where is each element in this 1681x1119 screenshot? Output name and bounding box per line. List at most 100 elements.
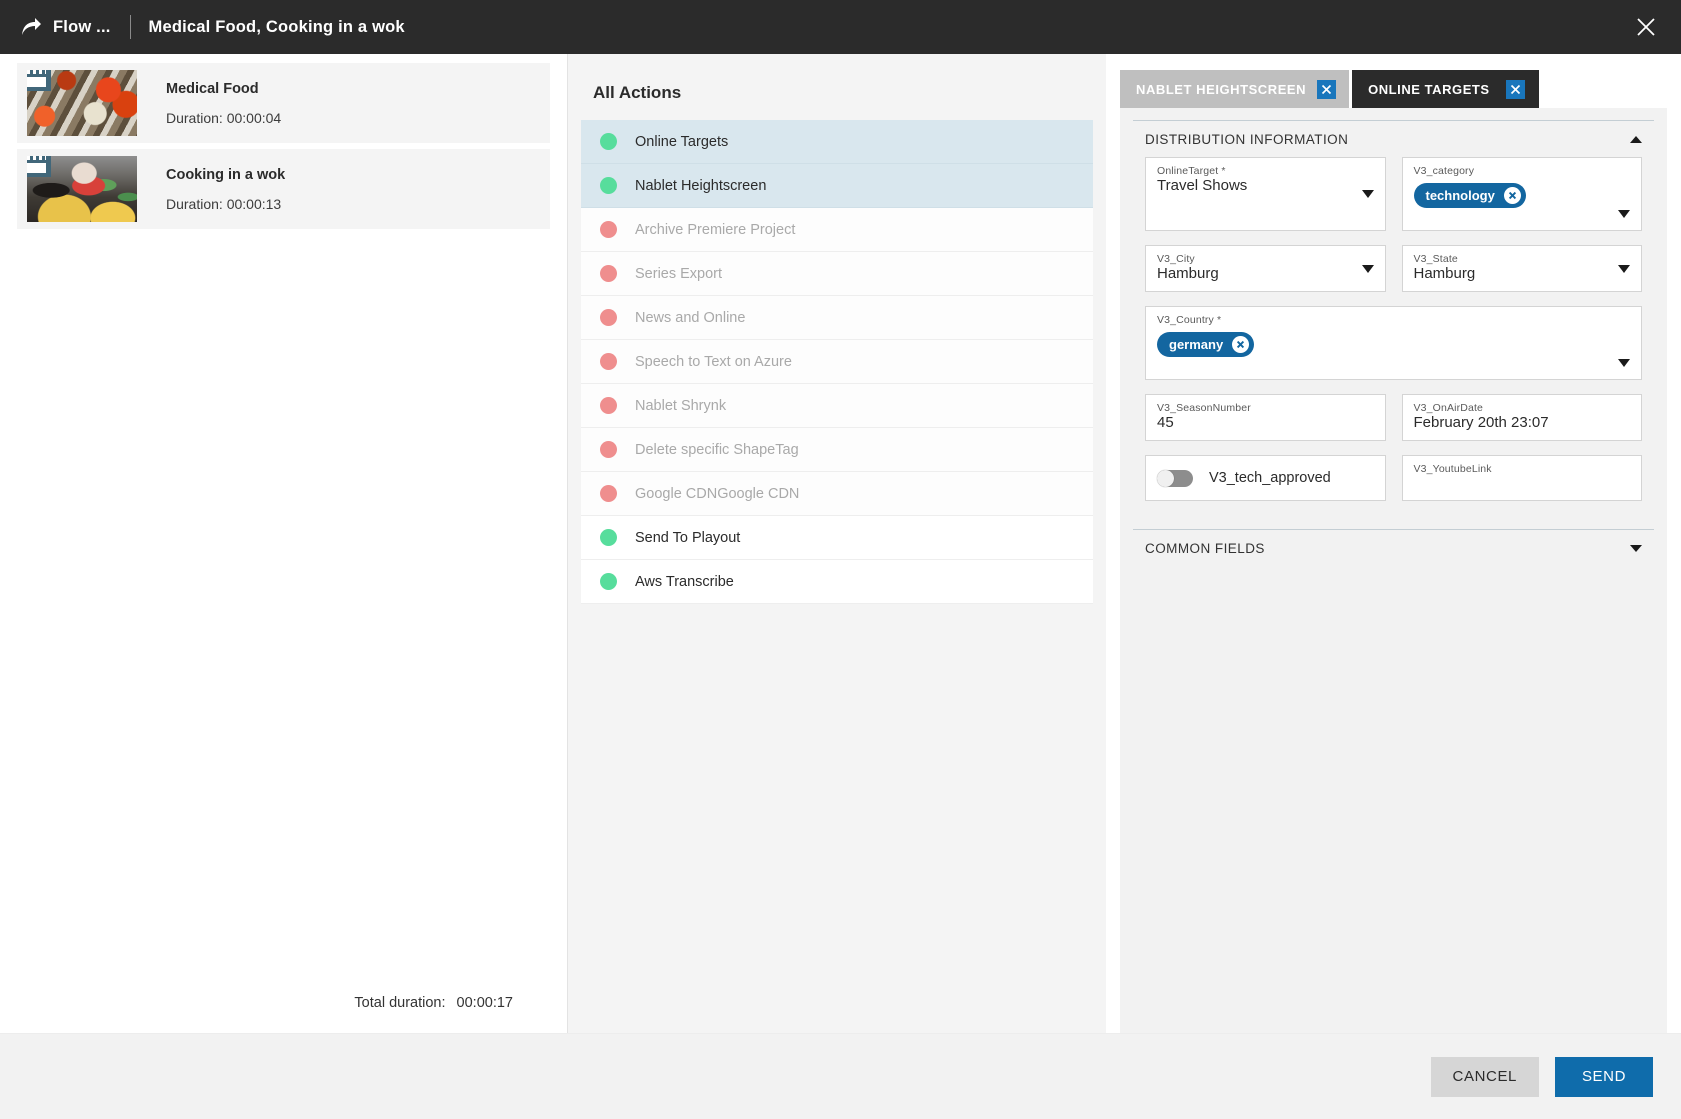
chip-technology[interactable]: technology [1413,183,1526,208]
status-dot-icon [600,573,617,590]
list-item[interactable]: Cooking in a wok Duration: 00:00:13 [17,149,550,229]
field-value: February 20th 23:07 [1413,414,1549,431]
status-dot-icon [600,309,617,326]
toggle-knob [1157,469,1174,487]
distribution-fields: OnlineTarget * Travel Shows V3_category … [1133,156,1654,529]
section-title: DISTRIBUTION INFORMATION [1145,132,1349,147]
action-label: Archive Premiere Project [635,221,796,238]
status-dot-icon [600,485,617,502]
chevron-down-icon[interactable] [1361,264,1374,273]
list-item[interactable]: Medical Food Duration: 00:00:04 [17,63,550,143]
action-label: News and Online [635,309,746,326]
action-row-series-export[interactable]: Series Export [581,252,1093,296]
form-panel: NABLET HEIGHTSCREEN ONLINE TARGETS [1106,54,1681,1033]
section-title: COMMON FIELDS [1145,541,1265,556]
action-row-online-targets[interactable]: Online Targets [581,120,1093,164]
section-common-fields[interactable]: COMMON FIELDS [1133,529,1654,565]
chip-germany[interactable]: germany [1157,332,1255,357]
action-row-news-and-online[interactable]: News and Online [581,296,1093,340]
dialog-footer: CANCEL SEND [0,1033,1681,1119]
total-duration-value: 00:00:17 [456,995,513,1011]
send-button[interactable]: SEND [1555,1056,1653,1097]
form-content: DISTRIBUTION INFORMATION OnlineTarget * … [1120,108,1667,1033]
online-target-select[interactable]: OnlineTarget * Travel Shows [1145,157,1386,231]
action-row-aws-transcribe[interactable]: Aws Transcribe [581,560,1093,604]
actions-panel: All Actions Online Targets Nablet Height… [568,54,1106,1033]
field-label: V3_category [1413,165,1475,177]
media-title: Cooking in a wok [166,166,286,183]
action-label: Send To Playout [635,529,741,546]
chevron-down-icon[interactable] [1618,359,1630,367]
chip-label: germany [1169,337,1224,352]
close-icon[interactable] [1317,79,1337,99]
dialog-body: Medical Food Duration: 00:00:04 Cooking … [0,54,1681,1033]
tab-label: NABLET HEIGHTSCREEN [1136,81,1307,97]
chevron-up-icon[interactable] [1630,136,1642,143]
flow-label[interactable]: Flow ... [53,17,111,36]
cancel-button[interactable]: CANCEL [1430,1056,1539,1097]
v3-seasonnumber-field[interactable]: V3_SeasonNumber 45 [1145,394,1386,441]
tab-online-targets[interactable]: ONLINE TARGETS [1352,70,1539,108]
action-row-send-to-playout[interactable]: Send To Playout [581,516,1093,560]
toggle-label: V3_tech_approved [1209,470,1331,486]
status-dot-icon [600,353,617,370]
close-icon[interactable] [1505,79,1525,99]
action-row-delete-specific-shapetag[interactable]: Delete specific ShapeTag [581,428,1093,472]
title-bar: Flow ... Medical Food, Cooking in a wok [0,0,1681,54]
field-label: V3_City [1157,253,1195,265]
status-dot-icon [600,441,617,458]
field-label: V3_YoutubeLink [1413,463,1492,475]
total-duration: Total duration: 00:00:17 [0,995,567,1011]
action-row-nablet-heightscreen[interactable]: Nablet Heightscreen [581,164,1093,208]
media-meta: Medical Food Duration: 00:00:04 [166,81,281,126]
thumbnail-wrapper [27,156,137,222]
section-distribution-information[interactable]: DISTRIBUTION INFORMATION [1133,120,1654,156]
clapperboard-icon [27,70,51,91]
field-value: Hamburg [1413,265,1476,282]
chevron-down-icon[interactable] [1630,545,1642,552]
v3-category-select[interactable]: V3_category technology [1401,157,1642,231]
field-label: V3_OnAirDate [1413,402,1484,414]
action-label: Speech to Text on Azure [635,353,792,370]
page-title: Medical Food, Cooking in a wok [148,17,405,36]
field-row: OnlineTarget * Travel Shows V3_category … [1145,157,1642,231]
field-row: V3_City Hamburg V3_State Hamburg [1145,245,1642,292]
chevron-down-icon[interactable] [1618,210,1630,218]
action-row-google-cdn[interactable]: Google CDNGoogle CDN [581,472,1093,516]
v3-tech-approved-toggle-field[interactable]: V3_tech_approved [1145,455,1386,501]
status-dot-icon [600,265,617,282]
tab-nablet-heightscreen[interactable]: NABLET HEIGHTSCREEN [1120,70,1350,108]
close-icon[interactable] [1631,12,1661,42]
field-row: V3_SeasonNumber 45 V3_OnAirDate February… [1145,394,1642,441]
action-label: Series Export [635,265,723,282]
v3-tech-approved-toggle[interactable] [1157,469,1193,487]
status-dot-icon [600,397,617,414]
action-row-speech-to-text-on-azure[interactable]: Speech to Text on Azure [581,340,1093,384]
action-row-archive-premiere-project[interactable]: Archive Premiere Project [581,208,1093,252]
status-dot-icon [600,529,617,546]
v3-youtubelink-field[interactable]: V3_YoutubeLink [1401,455,1642,501]
chip-remove-icon[interactable] [1503,187,1521,204]
media-meta: Cooking in a wok Duration: 00:00:13 [166,167,285,212]
v3-onairdate-field[interactable]: V3_OnAirDate February 20th 23:07 [1401,394,1642,441]
media-title: Medical Food [166,80,259,97]
status-dot-icon [600,133,617,150]
thumbnail-wrapper [27,70,137,136]
action-row-nablet-shrynk[interactable]: Nablet Shrynk [581,384,1093,428]
field-row: V3_tech_approved V3_YoutubeLink [1145,455,1642,501]
action-label: Nablet Shrynk [635,397,727,414]
v3-city-select[interactable]: V3_City Hamburg [1145,245,1386,292]
media-panel: Medical Food Duration: 00:00:04 Cooking … [0,54,568,1033]
field-label: V3_Country * [1157,314,1222,326]
chip-remove-icon[interactable] [1232,336,1250,353]
field-value: Travel Shows [1157,177,1248,194]
chevron-down-icon[interactable] [1361,190,1374,198]
chevron-down-icon[interactable] [1618,264,1630,273]
v3-country-select[interactable]: V3_Country * germany [1145,306,1642,380]
field-label: V3_State [1413,253,1458,265]
title-divider [129,15,131,39]
clapperboard-icon [27,156,51,177]
action-label: Online Targets [635,133,729,150]
v3-state-select[interactable]: V3_State Hamburg [1401,245,1642,292]
